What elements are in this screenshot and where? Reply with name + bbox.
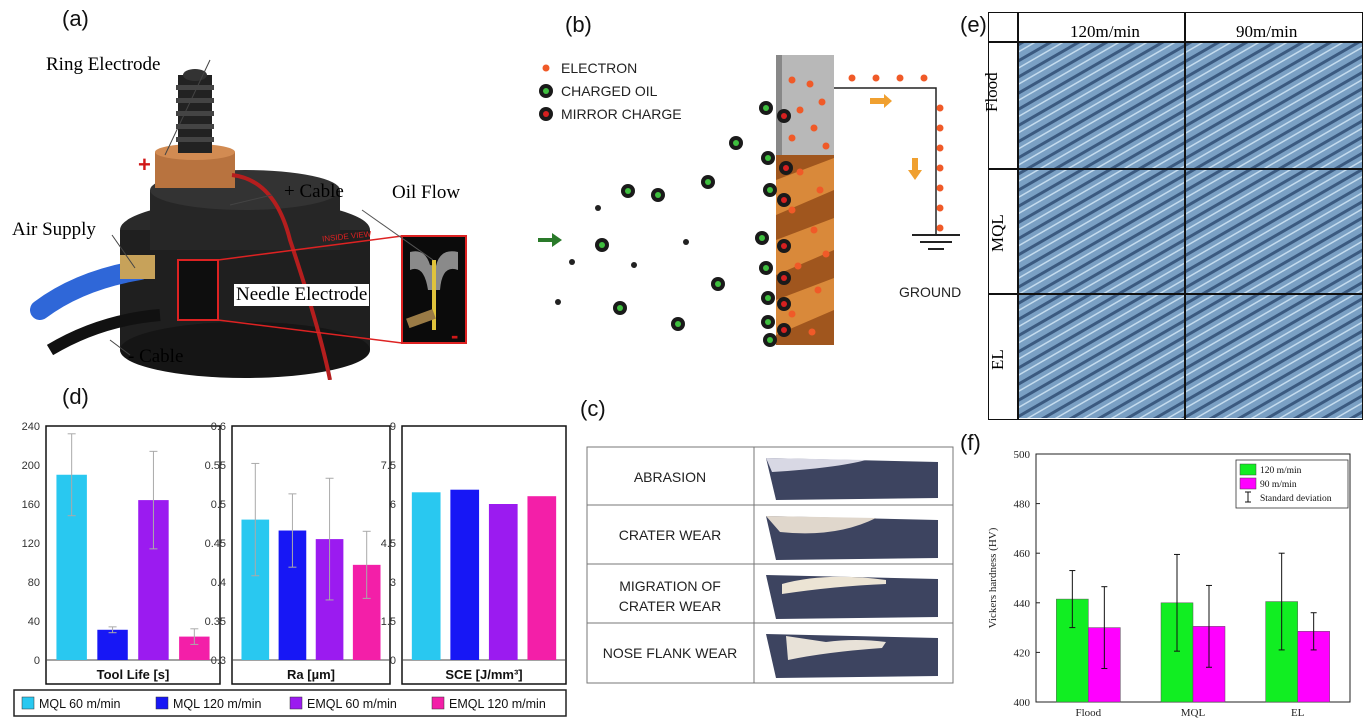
ground-label: GROUND [899, 284, 962, 300]
y-tick-label: 7.5 [381, 460, 396, 472]
x-tick-label: Flood [1075, 707, 1101, 719]
y-tick-label: 0.4 [211, 577, 226, 589]
electrode-photo [30, 59, 467, 380]
y-tick-label: 0.45 [205, 538, 226, 550]
wear-migration: MIGRATION OF CRATER WEAR [618, 578, 722, 614]
y-tick-label: 420 [1014, 647, 1031, 659]
wear-table [586, 446, 954, 684]
row-label-mql: MQL [988, 214, 1007, 252]
y-tick-label: 0 [390, 655, 396, 667]
wear-abrasion: ABRASION [633, 469, 707, 485]
legend-label: EMQL 120 m/min [449, 697, 546, 711]
ring-electrode-callout: Ring Electrode [46, 54, 161, 75]
bar [97, 629, 128, 660]
x-axis-label: Ra [µm] [287, 667, 335, 682]
y-tick-label: 460 [1014, 548, 1031, 560]
surface-micrograph-grid [988, 12, 1363, 420]
legend-swatch [155, 696, 169, 710]
y-tick-label: 240 [22, 421, 40, 433]
y-tick-label: 480 [1014, 499, 1031, 511]
y-tick-label: 3 [390, 577, 396, 589]
bar [1056, 598, 1089, 703]
plus-sign-label: + [138, 152, 151, 177]
y-tick-label: 200 [22, 460, 40, 472]
bar [527, 496, 557, 660]
bar [488, 504, 518, 660]
y-tick-label: 120 [22, 538, 40, 550]
y-tick-label: 1.5 [381, 616, 396, 628]
y-tick-label: 500 [1014, 449, 1031, 461]
needle-electrode-callout: Needle Electrode [234, 284, 370, 306]
bar [179, 636, 210, 660]
col-header-90: 90m/min [1236, 22, 1298, 41]
legend-electron: ELECTRON [561, 60, 638, 76]
wear-crater: CRATER WEAR [618, 527, 722, 543]
legend-swatch [289, 696, 303, 710]
y-tick-label: 0.5 [211, 499, 226, 511]
wear-nose-flank: NOSE FLANK WEAR [602, 645, 738, 661]
panel-d-label: (d) [62, 384, 89, 409]
y-tick-label: 40 [28, 616, 40, 628]
y-tick-label: 0.3 [211, 655, 226, 667]
bar [411, 492, 441, 660]
y-tick-label: 9 [390, 421, 396, 433]
legend-label: 90 m/min [1260, 480, 1297, 490]
minus-sign-label: - [451, 323, 459, 348]
panel-d-legend: MQL 60 m/min MQL 120 m/min EMQL 60 m/min EM… [21, 696, 546, 711]
y-tick-label: 4.5 [381, 538, 396, 550]
legend-swatch [431, 696, 445, 710]
y-tick-label: 160 [22, 499, 40, 511]
y-tick-label: 400 [1014, 697, 1031, 709]
vickers-chart: 400 420 440 460 480 500 Vickers hardness (HV) F… [987, 449, 1351, 719]
electrostatic-diagram [538, 55, 960, 347]
legend-mirror-charge: MIRROR CHARGE [561, 106, 682, 122]
panel-e-label: (e) [960, 12, 987, 37]
y-tick-label: 0.55 [205, 460, 226, 472]
legend-swatch [21, 696, 35, 710]
x-axis-label: SCE [J/mm³] [445, 667, 522, 682]
y-tick-label: 80 [28, 577, 40, 589]
panel-a-label: (a) [62, 6, 89, 31]
sce-chart: 0 1.5 3 4.5 6 7.5 9 SCE [J/mm³] [381, 421, 567, 685]
y-tick-label: 0.6 [211, 421, 226, 433]
legend-label: EMQL 60 m/min [307, 697, 397, 711]
x-axis-label: Tool Life [s] [97, 667, 170, 682]
legend-label: Standard deviation [1260, 494, 1332, 504]
legend-label: MQL 60 m/min [39, 697, 121, 711]
x-tick-label: EL [1291, 707, 1305, 719]
row-label-el: EL [988, 349, 1007, 370]
panel-f-label: (f) [960, 430, 981, 455]
y-tick-label: 440 [1014, 598, 1031, 610]
x-tick-label: MQL [1181, 707, 1206, 719]
legend-swatch [1239, 477, 1257, 490]
minus-cable-callout: - Cable [128, 346, 184, 367]
y-tick-label: 0.35 [205, 616, 226, 628]
legend-label: 120 m/min [1260, 466, 1302, 476]
legend-label: MQL 120 m/min [173, 697, 262, 711]
tool-life-chart: 0 40 80 120 160 200 240 Tool Life [s] [22, 421, 221, 685]
y-tick-label: 6 [390, 499, 396, 511]
ra-chart: 0.3 0.35 0.4 0.45 0.5 0.55 0.6 Ra [µm] [205, 421, 391, 685]
y-axis-label: Vickers hardness (HV) [987, 527, 999, 628]
air-supply-callout: Air Supply [12, 219, 96, 240]
bar [450, 489, 480, 660]
oil-flow-callout: Oil Flow [392, 182, 461, 203]
legend-swatch [1239, 463, 1257, 476]
vickers-plot: 400 420 440 460 480 500 Vickers hardness (HV) F… [987, 449, 1351, 719]
plus-cable-callout: + Cable [284, 181, 344, 202]
legend-charged-oil: CHARGED OIL [561, 83, 658, 99]
col-header-120: 120m/min [1070, 22, 1140, 41]
row-label-flood: Flood [982, 72, 1001, 112]
y-tick-label: 0 [34, 655, 40, 667]
panel-c-label: (c) [580, 396, 606, 421]
panel-b-label: (b) [565, 12, 592, 37]
